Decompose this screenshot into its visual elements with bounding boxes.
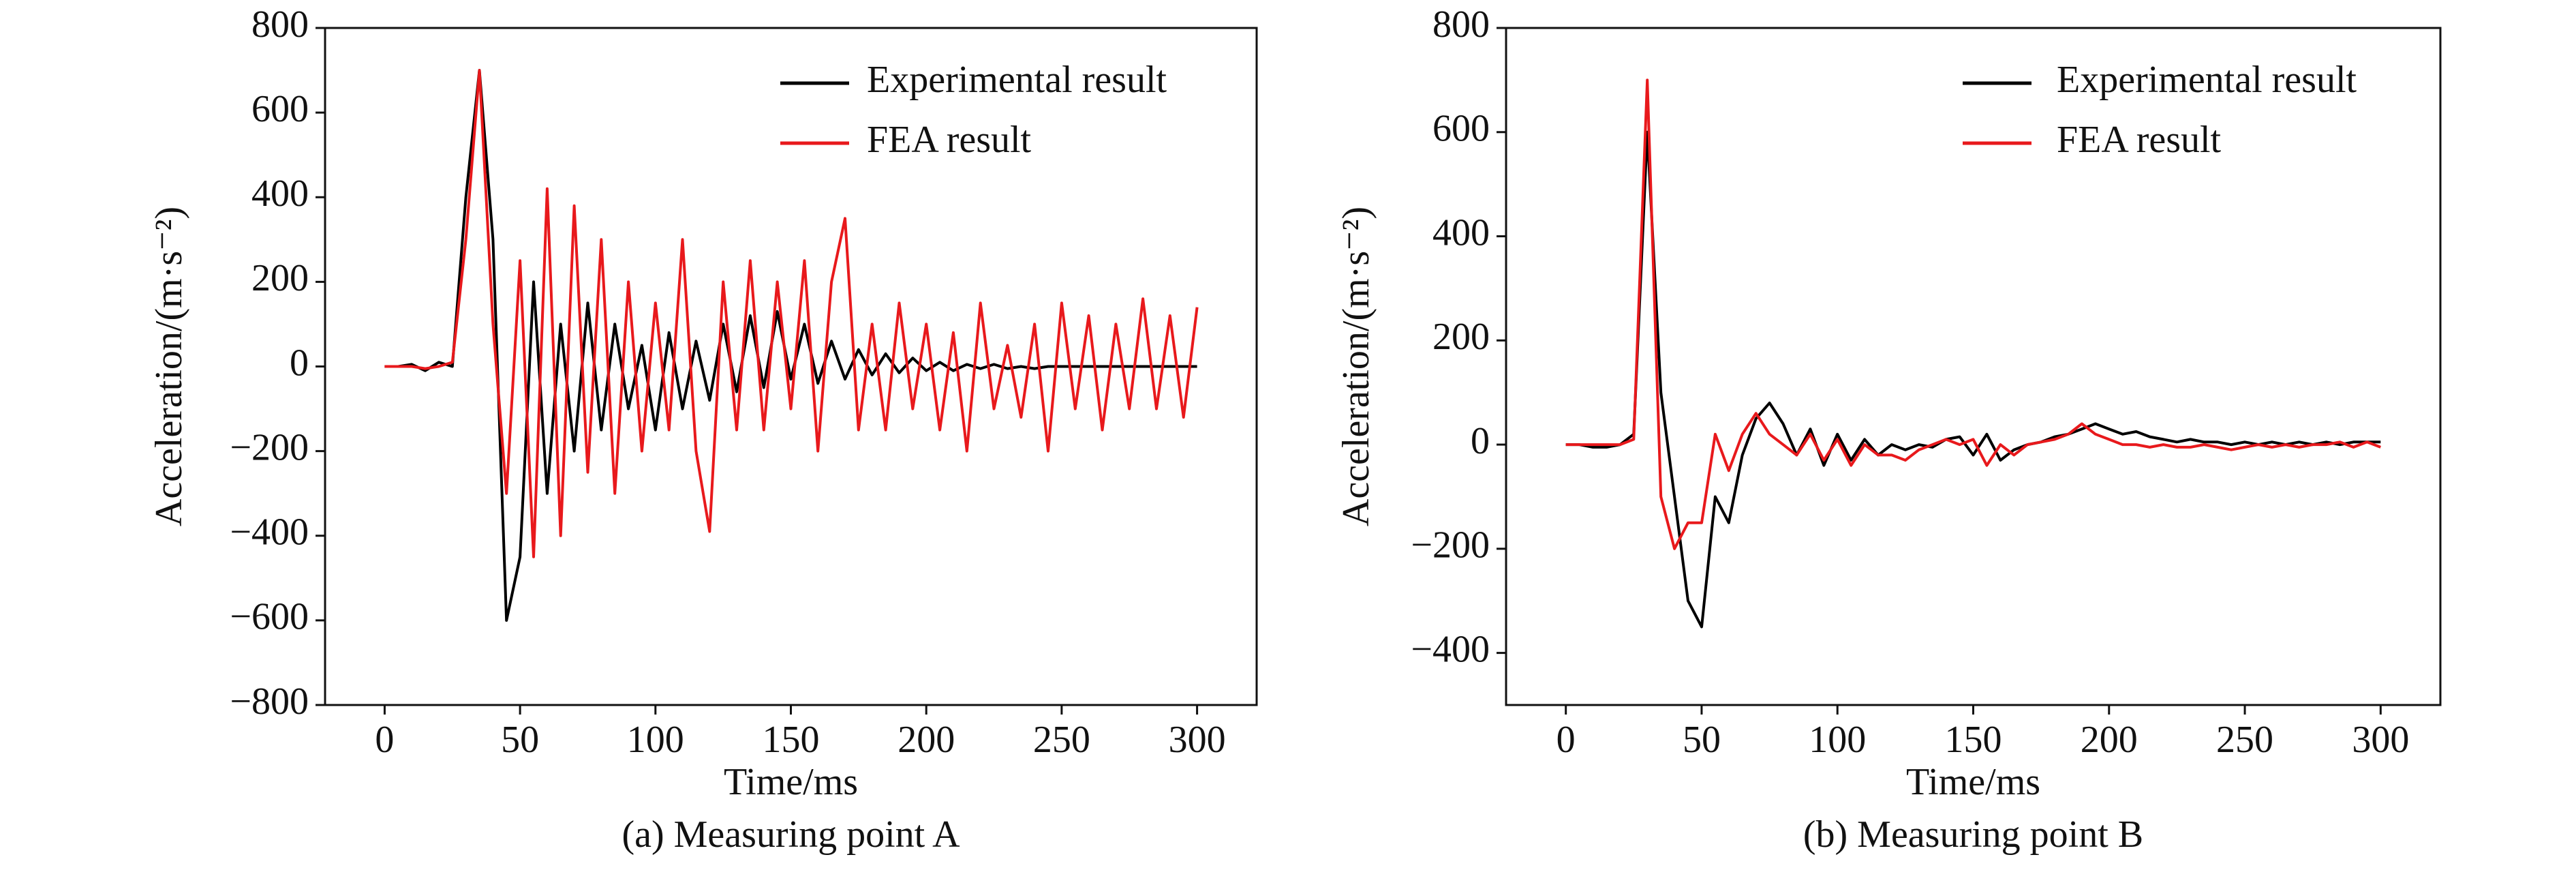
x-tick-label: 150 [763, 719, 820, 761]
series-line [1565, 130, 2381, 629]
caption: (a) Measuring point A [622, 813, 960, 856]
legend-label: Experimental result [2057, 59, 2357, 101]
x-tick-label: 200 [2081, 719, 2138, 761]
x-tick-label: 50 [501, 719, 539, 761]
x-tick-label: 300 [1169, 719, 1226, 761]
x-axis-label: Time/ms [1906, 761, 2040, 803]
series-line [1565, 78, 2382, 550]
y-tick-label: −400 [1411, 628, 1490, 670]
y-tick-label: 400 [251, 172, 309, 215]
series-line [384, 69, 1199, 558]
y-tick-label: −600 [230, 596, 309, 638]
y-tick-label: 800 [251, 3, 309, 46]
y-tick-label: 800 [1432, 3, 1490, 46]
y-tick-label: −200 [1411, 524, 1490, 567]
x-tick-label: 250 [2216, 719, 2273, 761]
legend-label: FEA result [2057, 119, 2222, 161]
x-tick-label: 250 [1033, 719, 1090, 761]
x-axis-label: Time/ms [724, 761, 858, 803]
x-tick-label: 100 [627, 719, 684, 761]
y-tick-label: 0 [290, 342, 309, 384]
y-tick-label: −400 [230, 511, 309, 554]
y-axis-label: Acceleration/(m·s⁻²) [1335, 207, 1377, 526]
caption: (b) Measuring point B [1803, 813, 2143, 856]
x-tick-label: 100 [1809, 719, 1866, 761]
x-tick-label: 50 [1683, 719, 1721, 761]
chart: 0 50 100 150 200 250 300 −800 −600 −400 −200 0 200 40… [148, 3, 1258, 856]
y-tick-label: 600 [1432, 108, 1490, 150]
legend-label: FEA result [867, 119, 1032, 161]
x-tick-label: 200 [898, 719, 955, 761]
legend-label: Experimental result [867, 59, 1167, 101]
y-tick-label: −200 [230, 426, 309, 468]
chart: 0 50 100 150 200 250 300 −400 −200 0 200 400 600 800 T… [1335, 3, 2442, 856]
y-tick-label: 200 [1432, 316, 1490, 358]
x-tick-label: 300 [2352, 719, 2409, 761]
y-axis-label: Acceleration/(m·s⁻²) [148, 207, 190, 526]
x-tick-label: 0 [1557, 719, 1576, 761]
x-tick-label: 0 [375, 719, 394, 761]
y-tick-label: 600 [251, 88, 309, 130]
y-tick-label: 200 [251, 257, 309, 299]
y-tick-label: −800 [230, 680, 309, 723]
y-tick-label: 400 [1432, 211, 1490, 254]
x-tick-label: 150 [1945, 719, 2002, 761]
series-line [384, 69, 1197, 622]
y-tick-label: 0 [1471, 420, 1490, 462]
